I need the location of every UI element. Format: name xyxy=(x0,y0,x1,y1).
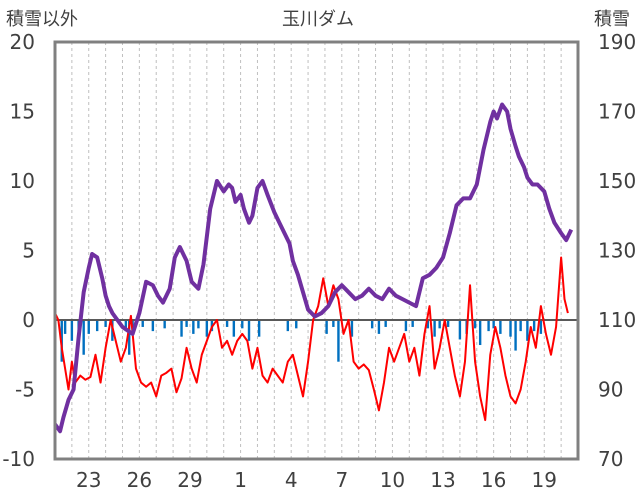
precip-bar xyxy=(128,320,131,355)
precip-bar xyxy=(350,320,354,337)
snow-depth-line xyxy=(53,102,574,434)
precip-bar xyxy=(180,320,183,337)
precip-bar xyxy=(446,320,450,327)
precipitation-bars xyxy=(60,320,543,362)
left-tick-label: 10 xyxy=(10,169,35,193)
precip-bar xyxy=(404,320,408,332)
right-tick-label: 90 xyxy=(598,378,623,402)
x-tick-label: 13 xyxy=(430,468,455,492)
precip-bar xyxy=(82,320,85,355)
precip-bar xyxy=(124,320,128,332)
precip-bar xyxy=(384,320,387,327)
precip-bar xyxy=(192,320,195,334)
precip-bar xyxy=(197,320,200,329)
left-tick-label: 15 xyxy=(10,100,35,124)
precip-bar xyxy=(247,320,251,341)
plot-frame xyxy=(53,40,580,461)
precip-bar xyxy=(295,320,298,329)
right-tick-label: 150 xyxy=(598,169,636,193)
series-lines xyxy=(53,102,574,434)
precip-bar xyxy=(411,320,414,327)
right-axis-ticks: 70 90 110 130 150 170 190 xyxy=(598,30,636,471)
precip-bar xyxy=(241,320,244,329)
precip-bar xyxy=(205,320,209,337)
x-axis-ticks: 23 26 29 1 4 7 10 13 16 19 xyxy=(76,468,557,492)
precip-bar xyxy=(95,320,99,332)
precip-bar xyxy=(426,320,430,329)
precip-bar xyxy=(185,320,188,327)
precip-bar xyxy=(87,320,90,334)
precip-bar xyxy=(232,320,236,337)
x-tick-label: 1 xyxy=(234,468,247,492)
x-tick-label: 4 xyxy=(285,468,298,492)
precip-bar xyxy=(63,320,67,334)
x-tick-label: 16 xyxy=(481,468,506,492)
right-tick-label: 130 xyxy=(598,239,636,263)
right-axis-label: 積雪 xyxy=(594,9,630,30)
right-tick-label: 110 xyxy=(598,308,636,332)
x-tick-label: 19 xyxy=(532,468,557,492)
left-axis-label: 積雪以外 xyxy=(6,9,78,30)
x-tick-label: 10 xyxy=(380,468,405,492)
precip-bar xyxy=(377,320,381,334)
precip-bar xyxy=(539,320,543,334)
precip-bar xyxy=(332,320,335,327)
precip-bar xyxy=(257,320,261,337)
precip-bar xyxy=(509,320,512,337)
precip-bar xyxy=(104,320,107,327)
precip-bar xyxy=(458,320,462,340)
left-tick-label: 20 xyxy=(10,30,35,54)
left-tick-label: 0 xyxy=(22,308,35,332)
left-tick-label: -10 xyxy=(2,447,35,471)
precip-bar xyxy=(337,320,340,362)
precip-bar xyxy=(499,320,502,334)
precip-bar xyxy=(438,320,441,329)
precip-bar xyxy=(163,320,166,329)
temperature-line xyxy=(54,256,569,422)
precip-bar xyxy=(325,320,328,334)
precip-bar xyxy=(70,320,74,341)
right-tick-label: 170 xyxy=(598,100,636,124)
right-tick-label: 190 xyxy=(598,30,636,54)
right-tick-label: 70 xyxy=(598,447,623,471)
precip-bar xyxy=(487,320,490,332)
precip-bar xyxy=(478,320,482,346)
x-tick-label: 7 xyxy=(335,468,348,492)
precip-bar xyxy=(370,320,374,329)
precip-bar xyxy=(141,320,144,327)
chart-title: 玉川ダム xyxy=(282,9,354,30)
precip-bar xyxy=(433,320,436,337)
precip-bar xyxy=(532,320,536,332)
x-tick-label: 23 xyxy=(76,468,101,492)
precip-bar xyxy=(526,320,529,341)
precip-bar xyxy=(225,320,229,327)
x-tick-label: 26 xyxy=(127,468,152,492)
left-tick-label: 5 xyxy=(22,239,35,263)
left-tick-label: -5 xyxy=(15,378,35,402)
precip-bar xyxy=(473,320,477,329)
x-tick-label: 29 xyxy=(177,468,202,492)
precip-bar xyxy=(286,320,290,332)
left-axis-ticks: -10 -5 0 5 10 15 20 xyxy=(2,30,35,471)
precip-bar xyxy=(514,320,517,351)
precip-bar xyxy=(519,320,522,332)
precip-bar xyxy=(151,320,155,332)
precip-bar xyxy=(492,320,495,329)
